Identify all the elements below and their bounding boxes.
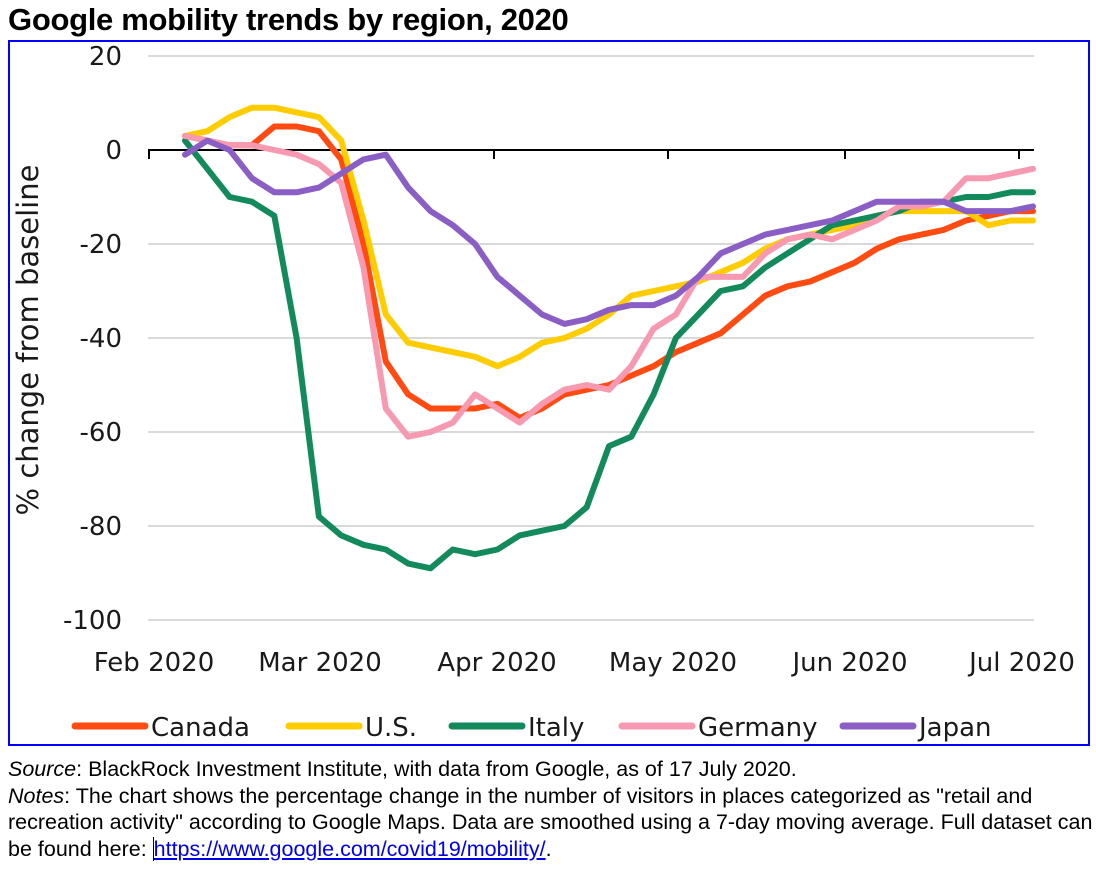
x-axis-line xyxy=(148,149,1034,159)
legend-item: Japan xyxy=(839,713,992,743)
x-tick-label: May 2020 xyxy=(609,648,737,678)
legend-item: Canada xyxy=(71,713,250,743)
legend-label: U.S. xyxy=(365,713,417,743)
legend-item: Germany xyxy=(618,713,818,743)
legend: Canada U.S. Italy Germany Japan xyxy=(71,713,992,743)
x-tick-label: Mar 2020 xyxy=(258,648,382,678)
chart-frame xyxy=(8,40,1090,746)
notes-text: Notes: The chart shows the percentage ch… xyxy=(8,783,1093,861)
series-lines xyxy=(182,104,1036,572)
footnotes: Source: BlackRock Investment Institute, … xyxy=(8,756,1096,862)
y-tick-label: -20 xyxy=(80,230,122,260)
source-note: Source: BlackRock Investment Institute, … xyxy=(8,757,797,781)
y-tick-label: 0 xyxy=(105,136,122,166)
series-line-canada xyxy=(182,123,1036,421)
x-axis-ticks: Feb 2020 Mar 2020 Apr 2020 May 2020 Jun 2020… xyxy=(94,648,1075,678)
x-tick-label: Feb 2020 xyxy=(94,648,214,678)
y-tick-label: -80 xyxy=(80,512,122,542)
y-tick-label: -100 xyxy=(63,606,122,636)
gridlines xyxy=(148,55,1034,621)
series-line-japan xyxy=(182,137,1036,327)
x-tick-label: Jun 2020 xyxy=(790,648,907,678)
legend-item: U.S. xyxy=(285,713,417,743)
y-axis-ticks: 20 0 -20 -40 -60 -80 -100 xyxy=(63,42,122,636)
y-tick-label: -40 xyxy=(80,324,122,354)
legend-label: Canada xyxy=(151,713,250,743)
y-axis-label: % change from baseline xyxy=(11,165,45,516)
legend-label: Germany xyxy=(698,713,818,743)
dataset-link[interactable]: https://www.google.com/covid19/mobility/ xyxy=(152,836,546,861)
y-tick-label: -60 xyxy=(80,418,122,448)
y-tick-label: 20 xyxy=(89,42,122,72)
chart-title: Google mobility trends by region, 2020 xyxy=(8,2,569,37)
line-chart: 20 0 -20 -40 -60 -80 -100 Feb 2020 Mar 2020 Apr … xyxy=(11,42,1075,743)
x-tick-label: Apr 2020 xyxy=(437,648,556,678)
series-line-germany xyxy=(182,132,1036,440)
legend-label: Japan xyxy=(917,713,992,743)
legend-item: Italy xyxy=(448,713,584,743)
legend-label: Italy xyxy=(528,713,584,743)
x-tick-label: Jul 2020 xyxy=(967,648,1075,678)
